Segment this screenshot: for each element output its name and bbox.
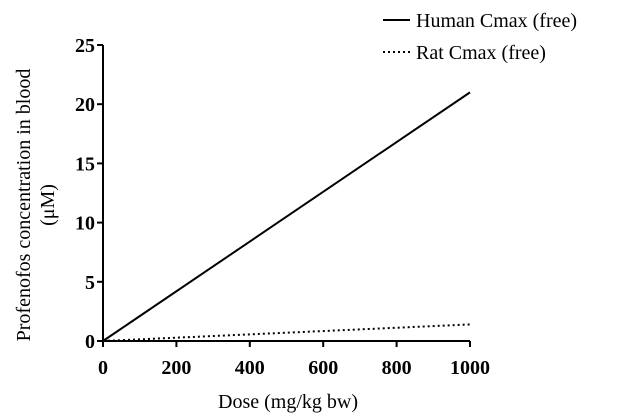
x-tick-label: 400 — [235, 357, 265, 379]
series — [102, 91, 471, 342]
y-tick-label: 20 — [75, 94, 95, 116]
x-axis-title: Dose (mg/kg bw) — [218, 391, 358, 413]
y-tick-label: 15 — [75, 153, 95, 175]
ticks: 0 5 10 15 20 25 0 200 400 600 800 1000 — [75, 35, 490, 379]
y-axis-title-line2: (μM) — [37, 184, 59, 226]
legend-label-rat: Rat Cmax (free) — [416, 42, 546, 64]
legend: Human Cmax (free) Rat Cmax (free) — [383, 10, 577, 64]
series-line-rat — [102, 323, 471, 342]
x-tick-label: 200 — [161, 357, 191, 379]
y-tick-label: 5 — [85, 272, 95, 294]
y-axis-title-line1: Profenofos concentration in blood — [13, 69, 35, 342]
series-line-human — [102, 91, 471, 342]
x-tick-label: 0 — [98, 357, 108, 379]
axes — [102, 45, 470, 342]
y-axis-title: Profenofos concentration in blood (μM) — [13, 69, 59, 342]
x-tick-label: 1000 — [450, 357, 490, 379]
x-tick-label: 800 — [382, 357, 412, 379]
x-tick-label: 600 — [308, 357, 338, 379]
legend-label-human: Human Cmax (free) — [416, 10, 577, 32]
y-tick-label: 10 — [75, 213, 95, 235]
y-tick-label: 25 — [75, 35, 95, 57]
y-tick-label: 0 — [85, 331, 95, 353]
